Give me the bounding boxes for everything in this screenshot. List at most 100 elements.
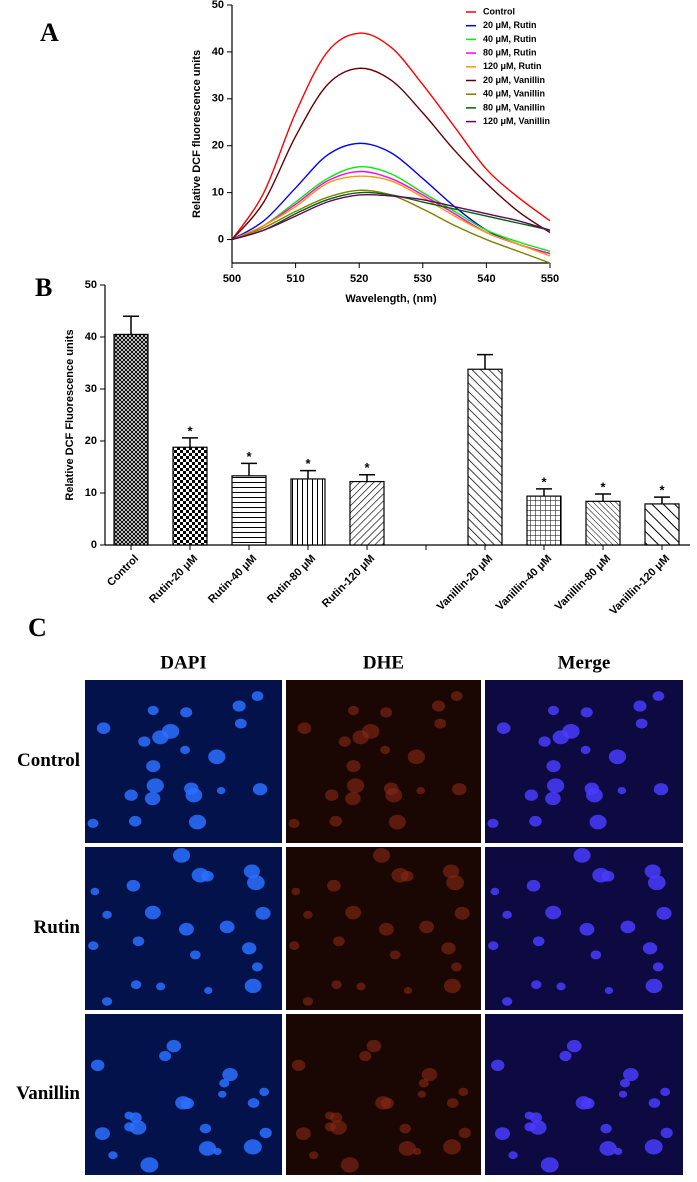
- cell: [327, 879, 341, 892]
- cell: [378, 922, 394, 936]
- cell: [373, 848, 391, 863]
- legend-label: 20 μM, Vanillin: [483, 75, 545, 85]
- cell: [532, 936, 545, 947]
- cell: [356, 982, 366, 991]
- cell: [656, 906, 672, 920]
- cell: [531, 980, 542, 990]
- column-label: DAPI: [160, 652, 206, 673]
- cell: [391, 867, 409, 883]
- cell: [324, 1122, 336, 1132]
- x-tick-label: 550: [541, 273, 559, 285]
- cell: [545, 791, 561, 806]
- x-tick-label: Rutin-120 μM: [320, 553, 377, 610]
- cell: [88, 941, 99, 951]
- cell: [259, 1087, 270, 1097]
- cell: [101, 997, 113, 1006]
- cell: [490, 887, 500, 896]
- cell: [508, 1151, 518, 1160]
- x-tick-label: Vanillin-40 μM: [494, 553, 554, 613]
- cell: [442, 864, 460, 879]
- cell: [441, 942, 456, 955]
- x-tick-label: 530: [414, 273, 432, 285]
- cell: [144, 791, 161, 806]
- panel-label: A: [40, 18, 59, 47]
- cell: [259, 1127, 272, 1139]
- column-label: DHE: [363, 652, 404, 673]
- cell: [540, 1157, 559, 1173]
- x-tick-label: 520: [350, 273, 368, 285]
- x-tick-label: Rutin-20 μM: [147, 553, 200, 606]
- cell: [458, 1127, 471, 1139]
- cell: [488, 941, 499, 951]
- x-tick-label: Control: [105, 553, 141, 589]
- cell: [189, 950, 201, 960]
- bar: [644, 503, 680, 546]
- legend-label: 80 μM, Vanillin: [483, 102, 545, 112]
- cell: [600, 1123, 612, 1134]
- legend-label: 40 μM, Rutin: [483, 34, 537, 44]
- line-series: [231, 166, 551, 252]
- cell: [604, 987, 614, 995]
- cell: [452, 783, 467, 796]
- cell: [580, 707, 593, 718]
- cell: [130, 980, 142, 990]
- cell: [579, 922, 595, 936]
- cell: [180, 1097, 194, 1109]
- cell: [454, 906, 470, 920]
- cell: [331, 980, 342, 990]
- cell: [247, 875, 265, 891]
- significance-marker: *: [600, 479, 606, 494]
- cell: [243, 1139, 262, 1155]
- cell: [380, 707, 393, 718]
- cell: [599, 1141, 617, 1156]
- micrograph: [85, 680, 282, 843]
- y-tick-label: 20: [85, 435, 97, 447]
- cell: [204, 987, 213, 995]
- cell: [345, 791, 361, 806]
- cell: [291, 887, 301, 896]
- cell: [129, 1112, 142, 1123]
- significance-marker: *: [305, 456, 311, 471]
- error-bar: [536, 488, 552, 497]
- row-label: Rutin: [34, 917, 81, 938]
- cell: [87, 818, 99, 828]
- cell: [619, 1079, 630, 1088]
- cell: [547, 778, 565, 793]
- y-axis-label: Relative DCF Fluorescence units: [64, 329, 76, 500]
- x-tick-label: Vanillin-80 μM: [553, 553, 613, 613]
- legend-label: 120 μM, Vanillin: [483, 116, 550, 126]
- cell: [242, 942, 257, 955]
- cell: [529, 815, 542, 827]
- cell: [330, 1112, 343, 1123]
- cell: [243, 864, 260, 879]
- cell: [333, 936, 345, 947]
- error-bar: [359, 474, 375, 482]
- y-tick-label: 0: [91, 539, 97, 551]
- cell: [586, 788, 603, 803]
- x-tick-label: Vanillin-120 μM: [607, 553, 672, 618]
- error-bar: [182, 437, 198, 448]
- micrograph: [286, 680, 481, 843]
- cell: [161, 723, 180, 739]
- bar: [290, 478, 326, 546]
- line-series: [231, 191, 551, 241]
- cell: [496, 722, 511, 734]
- cell: [329, 815, 343, 827]
- cell: [340, 1157, 359, 1173]
- line-series: [231, 67, 551, 240]
- cell: [222, 1067, 238, 1082]
- cell: [216, 786, 226, 795]
- cell: [132, 936, 145, 947]
- cell: [126, 879, 141, 892]
- significance-marker: *: [659, 483, 665, 498]
- cell: [660, 1127, 673, 1139]
- x-tick-label: 500: [223, 273, 241, 285]
- cell: [524, 789, 538, 801]
- y-tick-label: 10: [85, 487, 97, 499]
- cell: [526, 879, 541, 892]
- micrograph: [485, 680, 683, 843]
- cell: [407, 749, 426, 765]
- cell: [660, 1087, 671, 1097]
- cell: [199, 1123, 212, 1134]
- cell: [338, 736, 351, 747]
